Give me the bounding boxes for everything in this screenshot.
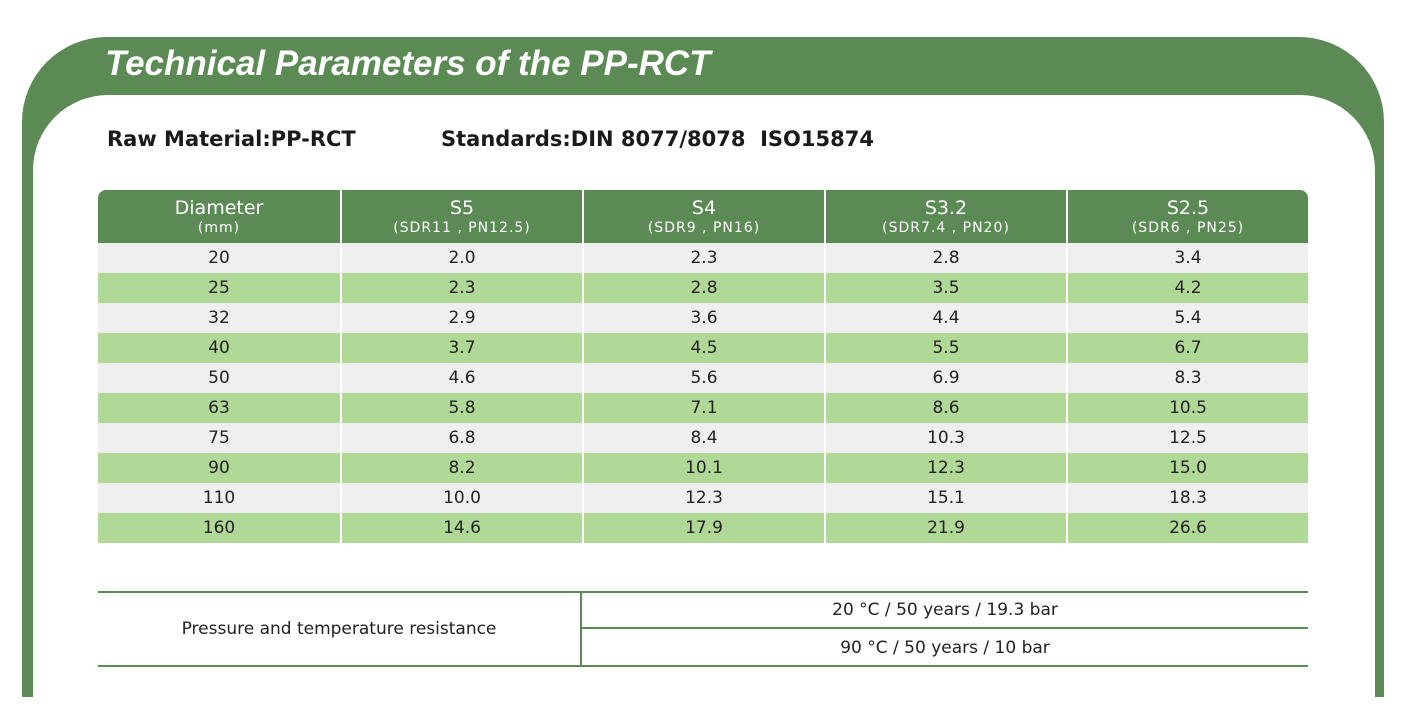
table-cell: 20 [208,248,230,268]
column-name: Diameter [174,196,264,219]
table-cell: 4.4 [824,303,1066,333]
table-cell: 8.4 [582,423,824,453]
table-cell: 15.0 [1066,453,1308,483]
table-cell: 50 [208,368,230,388]
table-cell: 12.3 [824,453,1066,483]
title: Technical Parameters of the PP-RCT [105,44,711,83]
table-cell: 3.4 [1066,243,1308,273]
table-cell: 4.5 [582,333,824,363]
table-row: 160 14.6 17.9 21.9 26.6 [98,513,1308,543]
column-name: S4 [691,196,717,219]
table-row: 50 4.6 5.6 6.9 8.3 [98,363,1308,393]
table-cell: 2.3 [340,273,582,303]
column-sub: (SDR6 , PN25) [1131,219,1245,236]
header-cell: S5 (SDR11 , PN12.5) [340,190,582,243]
table-cell: 7.1 [582,393,824,423]
table-row: 25 2.3 2.8 3.5 4.2 [98,273,1308,303]
table-cell: 6.7 [1066,333,1308,363]
table-cell: 6.9 [824,363,1066,393]
table-cell: 21.9 [824,513,1066,543]
table-row: 32 2.9 3.6 4.4 5.4 [98,303,1308,333]
column-sub: (SDR7.4 , PN20) [882,219,1010,236]
table-cell: 15.1 [824,483,1066,513]
table-cell: 12.5 [1066,423,1308,453]
table-row: 40 3.7 4.5 5.5 6.7 [98,333,1308,363]
header-row: Diameter (mm) S5 (SDR11 , PN12.5) S4 (SDR9 , … [98,190,1308,243]
column-name: S3.2 [924,196,968,219]
table-cell: 110 [202,488,236,508]
table-row: 20 2.0 2.3 2.8 3.4 [98,243,1308,273]
table-cell: 10.3 [824,423,1066,453]
table-cell: 2.3 [582,243,824,273]
raw-material: Raw Material:PP-RCT [107,127,356,151]
table-row: 90 8.2 10.1 12.3 15.0 [98,453,1308,483]
table-cell: 5.8 [340,393,582,423]
table-cell: 75 [208,428,230,448]
resistance-table: Pressure and temperature resistance 20 °… [98,591,1308,667]
standards: Standards:DIN 8077/8078 ISO15874 [441,127,874,151]
table-cell: 2.8 [824,243,1066,273]
column-sub: (mm) [197,219,241,236]
table-cell: 8.3 [1066,363,1308,393]
table-cell: 5.5 [824,333,1066,363]
resistance-value: 20 °C / 50 years / 19.3 bar [582,593,1308,629]
table-cell: 5.4 [1066,303,1308,333]
table-cell: 10.5 [1066,393,1308,423]
table-cell: 160 [202,518,236,538]
table-cell: 25 [208,278,230,298]
table-cell: 14.6 [340,513,582,543]
resistance-value: 90 °C / 50 years / 10 bar [840,638,1050,658]
header-cell: S2.5 (SDR6 , PN25) [1066,190,1308,243]
table-cell: 63 [208,398,230,418]
column-name: S2.5 [1166,196,1210,219]
resistance-label: Pressure and temperature resistance [98,593,582,665]
table-cell: 4.6 [340,363,582,393]
column-sub: (SDR9 , PN16) [647,219,761,236]
table-cell: 3.5 [824,273,1066,303]
table-cell: 3.6 [582,303,824,333]
table-cell: 3.7 [340,333,582,363]
table-cell: 90 [208,458,230,478]
table-cell: 32 [208,308,230,328]
header-cell: Diameter (mm) [98,190,340,243]
header-cell: S4 (SDR9 , PN16) [582,190,824,243]
table-row: 75 6.8 8.4 10.3 12.5 [98,423,1308,453]
table-cell: 6.8 [340,423,582,453]
table-cell: 10.1 [582,453,824,483]
table: Diameter (mm) S5 (SDR11 , PN12.5) S4 (SDR9 , … [98,190,1308,543]
table-cell: 2.0 [340,243,582,273]
header-cell: S3.2 (SDR7.4 , PN20) [824,190,1066,243]
table-cell: 5.6 [582,363,824,393]
column-sub: (SDR11 , PN12.5) [393,219,531,236]
table-cell: 12.3 [582,483,824,513]
column-name: S5 [449,196,475,219]
table-cell: 18.3 [1066,483,1308,513]
table-cell: 26.6 [1066,513,1308,543]
table-row: 63 5.8 7.1 8.6 10.5 [98,393,1308,423]
table-cell: 17.9 [582,513,824,543]
table-cell: 8.6 [824,393,1066,423]
table-cell: 8.2 [340,453,582,483]
table-cell: 2.8 [582,273,824,303]
table-cell: 2.9 [340,303,582,333]
table-cell: 10.0 [340,483,582,513]
table-row: 110 10.0 12.3 15.1 18.3 [98,483,1308,513]
table-cell: 40 [208,338,230,358]
table-cell: 4.2 [1066,273,1308,303]
